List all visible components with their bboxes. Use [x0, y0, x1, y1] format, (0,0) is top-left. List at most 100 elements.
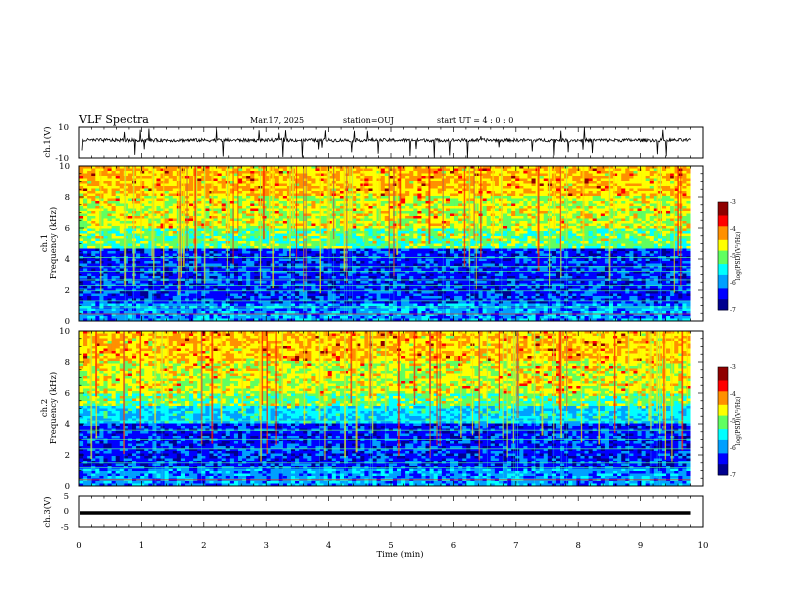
- spectrogram-cell: [279, 229, 283, 232]
- spectrogram-cell: [112, 244, 116, 247]
- spectrogram-cell: [438, 181, 442, 184]
- spectrogram-cell: [527, 204, 531, 207]
- spectrogram-cell: [254, 229, 258, 232]
- spectrogram-cell: [417, 169, 421, 172]
- spectrogram-cell: [152, 219, 156, 222]
- spectrogram-cell: [189, 174, 193, 177]
- spectrogram-cell: [128, 234, 132, 237]
- spectrogram-cell: [250, 246, 254, 249]
- spectrogram-cell: [254, 171, 258, 174]
- spectrogram-cell: [103, 209, 107, 212]
- spectrogram-cell: [532, 169, 536, 172]
- spectrogram-cell: [495, 201, 499, 204]
- spectrogram-cell: [527, 226, 531, 229]
- spectrogram-cell: [572, 221, 576, 224]
- spectrogram-cell: [262, 246, 266, 249]
- spectrogram-cell: [283, 234, 287, 237]
- spectrogram-cell: [173, 211, 177, 214]
- spectrogram-cell: [576, 229, 580, 232]
- spectrogram-cell: [434, 234, 438, 237]
- spectrogram-cell: [576, 206, 580, 209]
- spectrogram-cell: [593, 186, 597, 189]
- spectrogram-cell: [336, 221, 340, 224]
- spectrogram-cell: [165, 221, 169, 224]
- spectrogram-cell: [625, 184, 629, 187]
- spectrogram-cell: [356, 201, 360, 204]
- spectrogram-cell: [279, 169, 283, 172]
- spectrogram-cell: [189, 199, 193, 202]
- spectrogram-cell: [646, 184, 650, 187]
- spectrogram-cell: [666, 189, 670, 192]
- spectrogram-cell: [218, 209, 222, 212]
- spectrogram-cell: [642, 176, 646, 179]
- spectrogram-cell: [458, 169, 462, 172]
- spectrogram-cell: [209, 246, 213, 249]
- spectrogram-cell: [91, 186, 95, 189]
- spectrogram-cell: [299, 196, 303, 199]
- spectrogram-cell: [450, 239, 454, 242]
- spectrogram-cell: [454, 191, 458, 194]
- spectrogram-cell: [658, 244, 662, 247]
- spectrogram-cell: [99, 229, 103, 232]
- spectrogram-cell: [368, 199, 372, 202]
- spectrogram-cell: [454, 194, 458, 197]
- spectrogram-cell: [377, 234, 381, 237]
- spectrogram-cell: [373, 211, 377, 214]
- spectrogram-cell: [617, 174, 621, 177]
- spectrogram-cell: [385, 221, 389, 224]
- spectrogram-cell: [112, 171, 116, 174]
- spectrogram-cell: [283, 239, 287, 242]
- spectrogram-cell: [275, 181, 279, 184]
- spectrogram-cell: [311, 209, 315, 212]
- spectrogram-cell: [601, 221, 605, 224]
- spectrogram-cell: [79, 176, 83, 179]
- spectrogram-cell: [585, 186, 589, 189]
- spectrogram-cell: [112, 221, 116, 224]
- spectrogram-cell: [120, 191, 124, 194]
- spectrogram-cell: [686, 181, 690, 184]
- spectrogram-cell: [523, 181, 527, 184]
- spectrogram-cell: [650, 181, 654, 184]
- spectrogram-cell: [299, 199, 303, 202]
- spectrogram-cell: [576, 181, 580, 184]
- spectrogram-cell: [523, 241, 527, 244]
- spectrogram-cell: [401, 171, 405, 174]
- spectrogram-cell: [205, 231, 209, 234]
- spectrogram-cell: [246, 184, 250, 187]
- spectrogram-cell: [108, 236, 112, 239]
- spectrogram-cell: [638, 214, 642, 217]
- spectrogram-cell: [568, 189, 572, 192]
- spectrogram-cell: [686, 234, 690, 237]
- spectrogram-cell: [295, 236, 299, 239]
- spectrogram-cell: [511, 244, 515, 247]
- spectrogram-cell: [144, 246, 148, 249]
- spectrogram-cell: [356, 194, 360, 197]
- spectrogram-cell: [625, 191, 629, 194]
- spectrogram-cell: [95, 231, 99, 234]
- spectrogram-cell: [617, 214, 621, 217]
- spectrogram-cell: [336, 206, 340, 209]
- spectrogram-cell: [299, 201, 303, 204]
- spectrogram-cell: [205, 214, 209, 217]
- spectrogram-cell: [99, 211, 103, 214]
- spectrogram-cell: [662, 216, 666, 219]
- spectrogram-cell: [222, 191, 226, 194]
- spectrogram-cell: [405, 239, 409, 242]
- spectrogram-cell: [642, 181, 646, 184]
- spectrogram-cell: [222, 184, 226, 187]
- spectrogram-cell: [450, 234, 454, 237]
- spectrogram-cell: [409, 236, 413, 239]
- spectrogram-cell: [507, 199, 511, 202]
- spectrogram-cell: [311, 179, 315, 182]
- spectrogram-cell: [523, 234, 527, 237]
- spectrogram-cell: [454, 211, 458, 214]
- spectrogram-cell: [450, 191, 454, 194]
- spectrogram-cell: [686, 221, 690, 224]
- spectrogram-cell: [336, 169, 340, 172]
- spectrogram-cell: [315, 204, 319, 207]
- spectrogram-cell: [601, 226, 605, 229]
- spectrogram-cell: [454, 201, 458, 204]
- spectrogram-cell: [205, 241, 209, 244]
- spectrogram-cell: [405, 209, 409, 212]
- spectrogram-cell: [638, 234, 642, 237]
